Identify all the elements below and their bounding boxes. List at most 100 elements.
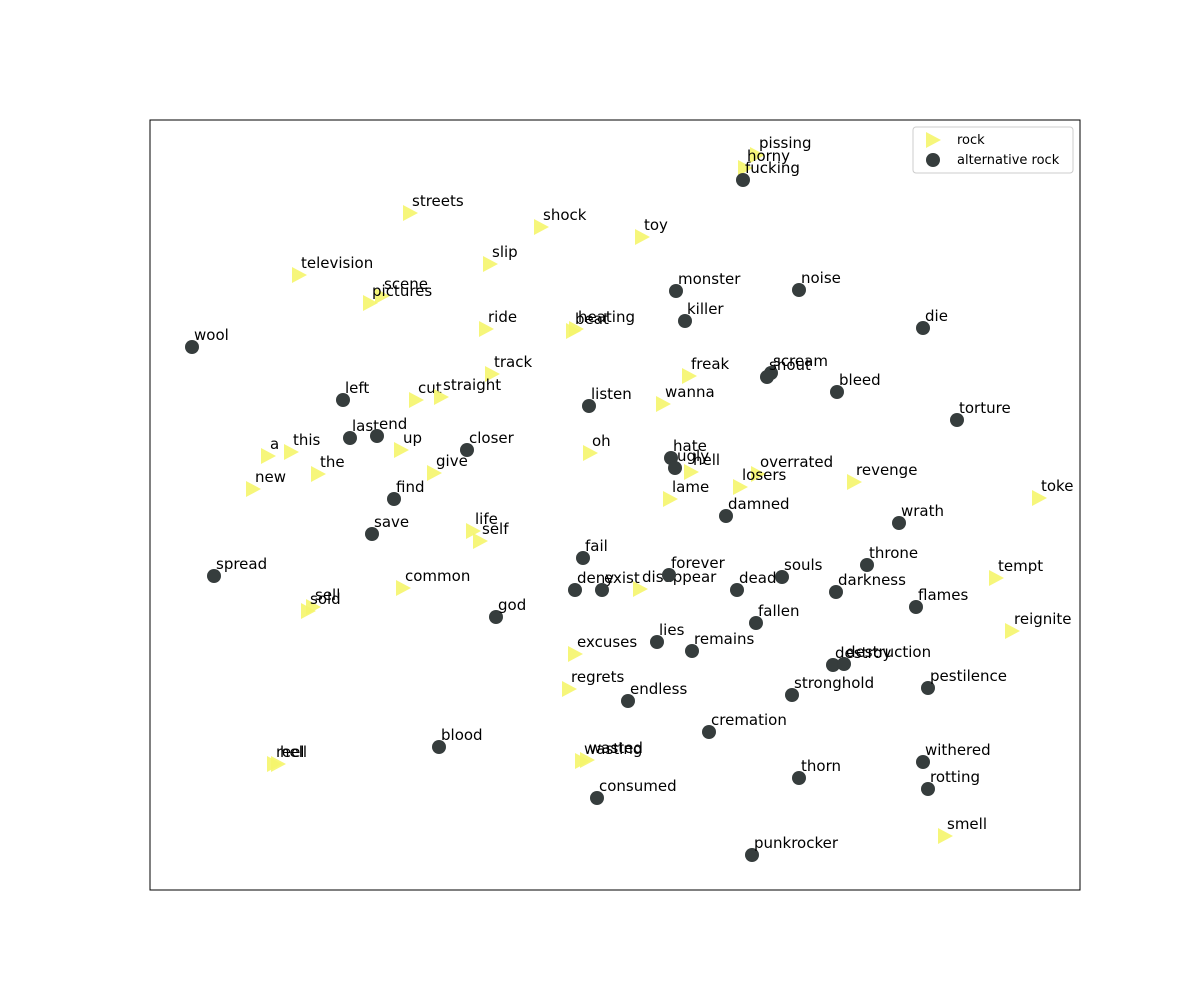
point-label-television: television (301, 254, 373, 272)
point-rock-excuses (568, 646, 583, 662)
point-alternative-rock-withered (916, 755, 930, 769)
point-label-wanna: wanna (665, 383, 715, 401)
point-rock-freak (682, 368, 697, 384)
point-rock-wanna (656, 396, 671, 412)
point-alternative-rock-fucking (736, 173, 750, 187)
legend: rock alternative rock (912, 126, 1074, 174)
point-rock-regrets (562, 681, 577, 697)
point-alternative-rock-exist (595, 583, 609, 597)
point-alternative-rock-save (365, 527, 379, 541)
point-alternative-rock-remains (685, 644, 699, 658)
legend-marker-alternative-rock (926, 153, 940, 167)
point-rock-the (311, 466, 326, 482)
point-label-pestilence: pestilence (930, 667, 1007, 685)
point-label-life: life (475, 510, 498, 528)
point-alternative-rock-ugly (668, 461, 682, 475)
point-alternative-rock-flames (909, 600, 923, 614)
point-label-listen: listen (591, 385, 632, 403)
point-alternative-rock-last (343, 431, 357, 445)
point-alternative-rock-thorn (792, 771, 806, 785)
point-alternative-rock-dead (730, 583, 744, 597)
point-alternative-rock-killer (678, 314, 692, 328)
point-rock-sold (301, 603, 316, 619)
point-alternative-rock-lies (650, 635, 664, 649)
point-label-hate: hate (673, 437, 707, 455)
point-label-pictures: pictures (372, 282, 432, 300)
point-label-scene: scene (384, 275, 428, 293)
point-label-losers: losers (742, 466, 787, 484)
point-rock-ride (479, 321, 494, 337)
point-rock-common (396, 580, 411, 596)
point-label-horny: horny (747, 147, 790, 165)
point-label-excuses: excuses (577, 633, 637, 651)
point-label-god: god (498, 596, 526, 614)
point-rock-give (427, 465, 442, 481)
point-label-consumed: consumed (599, 777, 677, 795)
point-rock-a (261, 448, 276, 464)
point-label-lame: lame (672, 478, 709, 496)
point-rock-disappear (633, 581, 648, 597)
point-label-toy: toy (644, 216, 668, 234)
point-label-slip: slip (492, 243, 518, 261)
point-alternative-rock-throne (860, 558, 874, 572)
point-label-oh: oh (592, 432, 611, 450)
point-label-darkness: darkness (838, 571, 906, 589)
point-alternative-rock-destruction (837, 657, 851, 671)
point-label-a: a (270, 435, 279, 453)
point-alternative-rock-destroy (826, 658, 840, 672)
point-alternative-rock-damned (719, 509, 733, 523)
point-label-overrated: overrated (760, 453, 833, 471)
point-label-toke: toke (1041, 477, 1073, 495)
point-label-reignite: reignite (1014, 610, 1072, 628)
point-rock-life (466, 523, 481, 539)
point-label-spread: spread (216, 555, 267, 573)
point-alternative-rock-cremation (702, 725, 716, 739)
point-label-fucking: fucking (745, 159, 800, 177)
point-alternative-rock-shout (760, 370, 774, 384)
point-label-reel: reel (276, 743, 304, 761)
point-label-new: new (255, 468, 286, 486)
point-label-noise: noise (801, 269, 841, 287)
point-label-endless: endless (630, 680, 687, 698)
point-rock-straight (434, 389, 449, 405)
legend-label-alternative-rock: alternative rock (957, 153, 1060, 168)
point-rock-reignite (1005, 623, 1020, 639)
point-label-disappear: disappear (642, 568, 717, 586)
point-alternative-rock-forever (662, 568, 676, 582)
point-alternative-rock-endless (621, 694, 635, 708)
point-label-flames: flames (918, 586, 968, 604)
point-label-withered: withered (925, 741, 991, 759)
point-label-save: save (374, 513, 409, 531)
point-label-die: die (925, 307, 948, 325)
point-alternative-rock-spread (207, 569, 221, 583)
legend-box (912, 126, 1074, 174)
point-label-scream: scream (773, 352, 828, 370)
point-label-fallen: fallen (758, 602, 800, 620)
point-label-stronghold: stronghold (794, 674, 874, 692)
point-label-dead: dead (739, 569, 776, 587)
point-rock-losers (733, 479, 748, 495)
point-rock-toy (635, 229, 650, 245)
point-alternative-rock-deny (568, 583, 582, 597)
point-alternative-rock-fallen (749, 616, 763, 630)
point-label-closer: closer (469, 429, 515, 447)
point-label-shout: shout (769, 356, 811, 374)
point-rock-revenge (847, 474, 862, 490)
point-label-deny: deny (577, 569, 614, 587)
point-rock-television (292, 267, 307, 283)
point-alternative-rock-end (370, 429, 384, 443)
point-label-wasting: wasting (584, 740, 642, 758)
point-label-smell: smell (947, 815, 987, 833)
point-label-self: self (482, 520, 509, 538)
point-label-heating: heating (578, 308, 635, 326)
point-label-remains: remains (694, 630, 755, 648)
point-alternative-rock-die (916, 321, 930, 335)
point-rock-horny (738, 160, 753, 176)
point-rock-shock (534, 219, 549, 235)
point-alternative-rock-rotting (921, 782, 935, 796)
point-label-shock: shock (543, 206, 587, 224)
point-rock-track (485, 366, 500, 382)
point-alternative-rock-consumed (590, 791, 604, 805)
point-rock-new (246, 481, 261, 497)
